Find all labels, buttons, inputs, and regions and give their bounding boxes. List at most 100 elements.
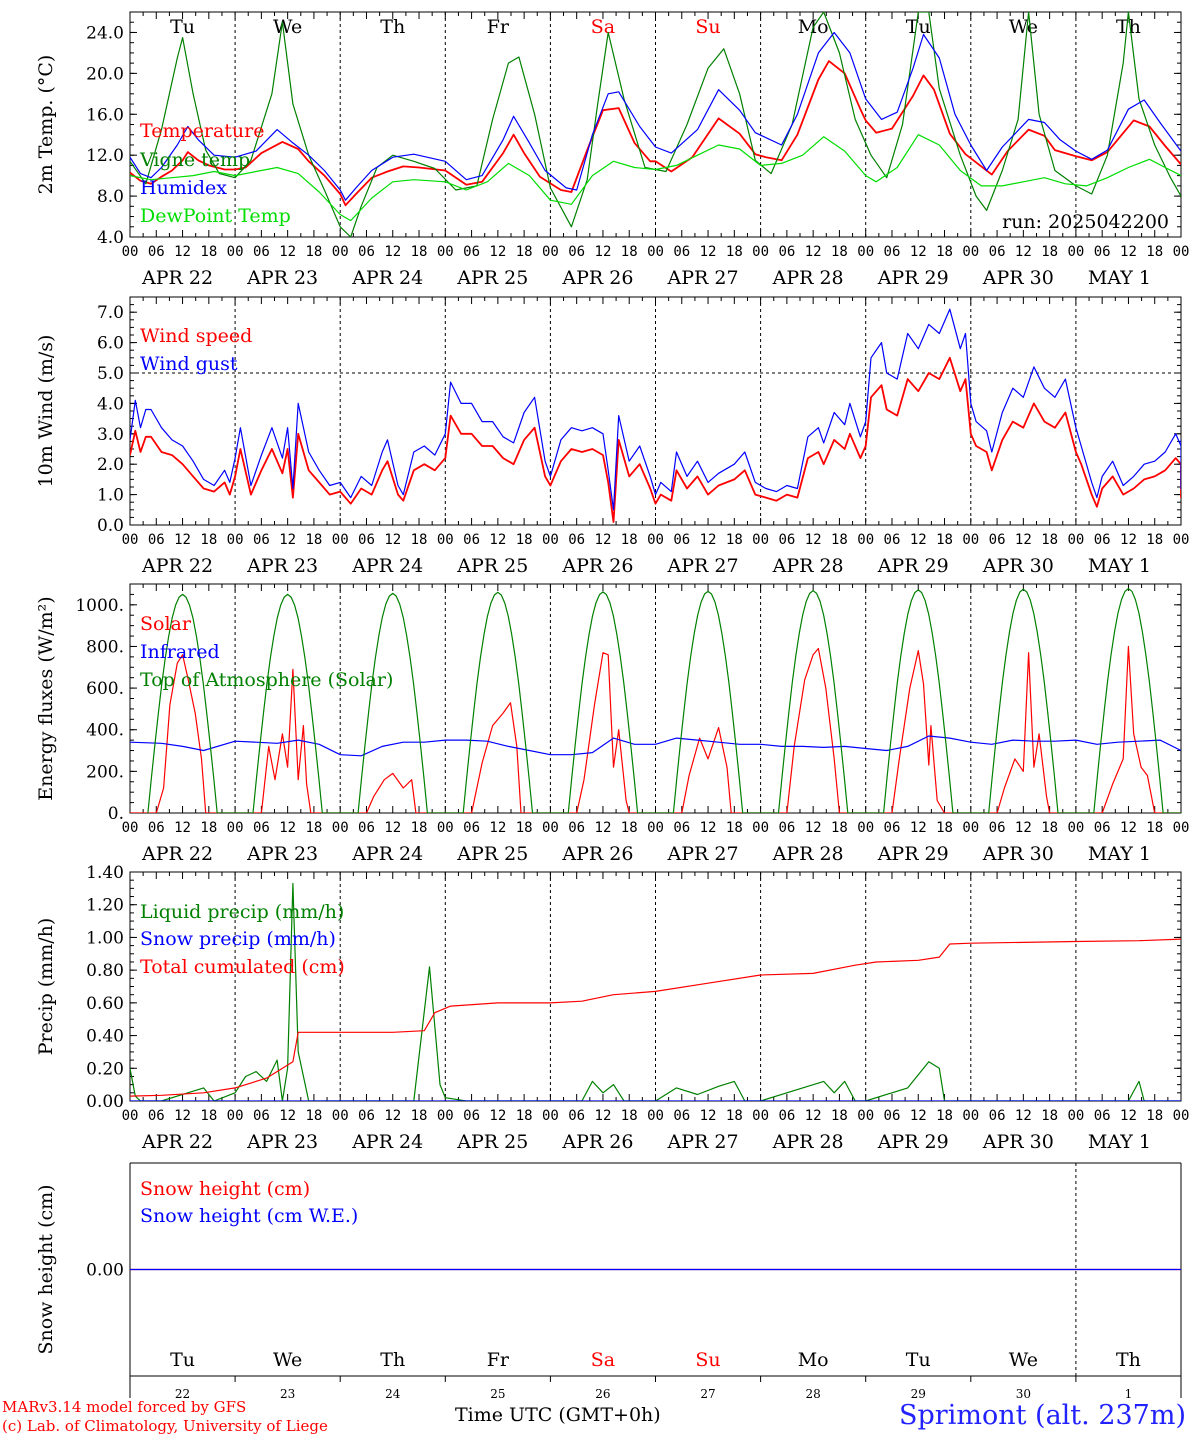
date-label: APR 28 [772, 267, 844, 289]
hour-tick-label: 18 [1041, 1108, 1058, 1124]
date-label: APR 25 [456, 1131, 528, 1153]
hour-tick-label: 12 [910, 820, 927, 836]
date-label: MAY 1 [1088, 1131, 1151, 1153]
legend-entry: Liquid precip (mm/h) [140, 901, 344, 923]
date-label: APR 29 [877, 843, 949, 865]
weekday-label: Tu [906, 1349, 931, 1371]
hour-tick-label: 18 [621, 1108, 638, 1124]
hour-tick-label: 06 [989, 1108, 1006, 1124]
y-axis-label: Precip (mm/h) [35, 918, 57, 1056]
date-label: APR 23 [246, 1131, 318, 1153]
hour-tick-label: 06 [148, 1108, 165, 1124]
hour-tick-label: 06 [673, 1108, 690, 1124]
series-line-solar [130, 645, 1181, 813]
hour-tick-label: 18 [516, 820, 533, 836]
weekday-label: Su [695, 1349, 720, 1371]
hour-tick-label: 00 [227, 532, 244, 548]
hour-tick-label: 06 [568, 820, 585, 836]
hour-tick-label: 06 [884, 1108, 901, 1124]
hour-tick-label: 12 [279, 1108, 296, 1124]
hour-tick-label: 00 [332, 820, 349, 836]
legend-entry: Infrared [140, 641, 220, 663]
hour-tick-label: 18 [516, 532, 533, 548]
y-tick-label: 0.00 [86, 1261, 124, 1281]
series-line-dewpoint-temp [130, 134, 1181, 222]
hour-tick-label: 06 [568, 1108, 585, 1124]
hour-tick-label: 00 [647, 532, 664, 548]
hour-tick-label: 00 [857, 1108, 874, 1124]
hour-tick-label: 12 [489, 532, 506, 548]
hour-tick-label: 12 [595, 532, 612, 548]
hour-tick-label: 18 [1146, 532, 1163, 548]
y-tick-label: 1000. [75, 596, 124, 616]
date-label: APR 23 [246, 555, 318, 577]
hour-tick-label: 00 [437, 1108, 454, 1124]
hour-tick-label: 06 [463, 820, 480, 836]
date-label: APR 26 [561, 843, 633, 865]
hour-tick-label: 18 [516, 1108, 533, 1124]
y-tick-label: 12.0 [86, 146, 124, 166]
day-number-label: 27 [700, 1387, 715, 1401]
date-label: APR 23 [246, 843, 318, 865]
date-label: APR 22 [141, 267, 213, 289]
hour-tick-label: 18 [726, 244, 743, 260]
hour-tick-label: 12 [1120, 532, 1137, 548]
hour-tick-label: 18 [1041, 820, 1058, 836]
legend-entry: Solar [140, 613, 192, 635]
hour-tick-label: 06 [358, 532, 375, 548]
hour-tick-label: 12 [910, 1108, 927, 1124]
hour-tick-label: 06 [568, 532, 585, 548]
hour-tick-label: 06 [778, 244, 795, 260]
y-tick-label: 0.80 [86, 961, 124, 981]
series-line-wind-speed [130, 356, 1181, 523]
lab-credit: (c) Lab. of Climatology, University of L… [2, 1417, 328, 1435]
date-label: APR 30 [982, 267, 1054, 289]
x-axis-title: Time UTC (GMT+0h) [455, 1404, 661, 1426]
date-label: APR 29 [877, 555, 949, 577]
hour-tick-label: 12 [489, 820, 506, 836]
hour-tick-label: 00 [857, 820, 874, 836]
hour-tick-label: 12 [910, 244, 927, 260]
hour-tick-label: 00 [752, 820, 769, 836]
series-line-liquid-precip-mm-h- [130, 882, 1181, 1101]
hour-tick-label: 18 [305, 1108, 322, 1124]
hour-tick-label: 12 [279, 244, 296, 260]
hour-tick-label: 12 [910, 532, 927, 548]
hour-tick-label: 18 [726, 1108, 743, 1124]
hour-tick-label: 00 [647, 820, 664, 836]
hour-tick-label: 06 [989, 244, 1006, 260]
y-tick-label: 0.40 [86, 1027, 124, 1047]
hour-tick-label: 18 [726, 532, 743, 548]
series-group [130, 588, 1181, 813]
series-line-humidex [130, 31, 1181, 201]
hour-tick-label: 06 [1094, 532, 1111, 548]
hour-tick-label: 12 [700, 244, 717, 260]
date-label: APR 30 [982, 843, 1054, 865]
y-tick-label: 4.0 [97, 394, 124, 414]
series-group [130, 882, 1181, 1101]
series-line-top-of-atmosphere-solar- [147, 588, 1181, 813]
hour-tick-label: 00 [962, 820, 979, 836]
hour-tick-label: 06 [463, 532, 480, 548]
y-tick-label: 7.0 [97, 303, 124, 323]
hour-tick-label: 12 [1120, 1108, 1137, 1124]
legend-entry: Wind speed [140, 325, 252, 347]
date-label: APR 30 [982, 1131, 1054, 1153]
series-group [130, 308, 1181, 523]
y-tick-label: 1.40 [86, 863, 124, 883]
hour-tick-label: 00 [542, 244, 559, 260]
footer-credits: MARv3.14 model forced by GFS (c) Lab. of… [2, 1398, 328, 1436]
hour-tick-label: 00 [962, 1108, 979, 1124]
y-tick-label: 0.60 [86, 994, 124, 1014]
hour-tick-label: 06 [673, 244, 690, 260]
panel-1: 4.0 8.0 12.0 16.0 20.0 24.0 2m Temp. (°C) 00 06 1… [35, 11, 1189, 289]
hour-tick-label: 12 [489, 244, 506, 260]
hour-tick-label: 18 [831, 244, 848, 260]
hour-tick-label: 18 [411, 244, 428, 260]
panel-2: 0.0 1.0 2.0 3.0 4.0 5.0 6.0 7.0 10m Wind (m/s) 00… [35, 296, 1189, 577]
hour-tick-label: 00 [857, 244, 874, 260]
hour-tick-label: 18 [936, 244, 953, 260]
legend-entry: Snow height (cm) [140, 1178, 310, 1200]
hour-tick-label: 06 [673, 820, 690, 836]
hour-tick-label: 18 [831, 1108, 848, 1124]
